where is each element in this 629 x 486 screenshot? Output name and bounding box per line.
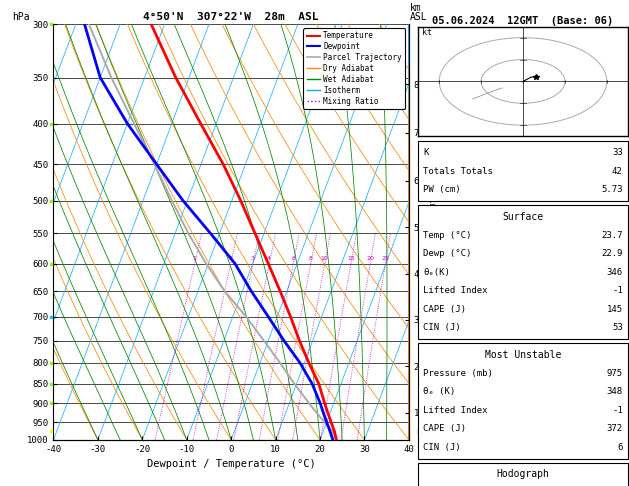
- Text: 20: 20: [366, 256, 374, 261]
- Text: 372: 372: [606, 424, 623, 433]
- Text: CIN (J): CIN (J): [423, 443, 461, 451]
- Text: CAPE (J): CAPE (J): [423, 305, 466, 313]
- Text: 5.73: 5.73: [601, 185, 623, 194]
- Text: 2: 2: [228, 256, 233, 261]
- Text: 4: 4: [267, 256, 271, 261]
- Text: 346: 346: [606, 268, 623, 277]
- Text: km
ASL: km ASL: [410, 3, 428, 22]
- Text: 145: 145: [606, 305, 623, 313]
- Legend: Temperature, Dewpoint, Parcel Trajectory, Dry Adiabat, Wet Adiabat, Isotherm, Mi: Temperature, Dewpoint, Parcel Trajectory…: [303, 28, 405, 109]
- Text: Hodograph: Hodograph: [496, 469, 550, 479]
- Text: LCL: LCL: [416, 428, 431, 437]
- Text: kt: kt: [423, 29, 433, 37]
- Text: 15: 15: [347, 256, 355, 261]
- Text: Totals Totals: Totals Totals: [423, 167, 493, 175]
- Text: 33: 33: [612, 148, 623, 157]
- Text: PW (cm): PW (cm): [423, 185, 461, 194]
- Text: 53: 53: [612, 323, 623, 332]
- Text: 25: 25: [381, 256, 389, 261]
- Text: 8: 8: [309, 256, 313, 261]
- Text: Dewp (°C): Dewp (°C): [423, 249, 472, 258]
- Text: 23.7: 23.7: [601, 231, 623, 240]
- Text: CAPE (J): CAPE (J): [423, 424, 466, 433]
- Text: 975: 975: [606, 369, 623, 378]
- Text: © weatheronline.co.uk: © weatheronline.co.uk: [470, 471, 576, 480]
- Text: 1: 1: [192, 256, 196, 261]
- Text: Lifted Index: Lifted Index: [423, 406, 488, 415]
- Text: 42: 42: [612, 167, 623, 175]
- Text: 22.9: 22.9: [601, 249, 623, 258]
- Text: K: K: [423, 148, 429, 157]
- Text: Most Unstable: Most Unstable: [485, 350, 561, 360]
- X-axis label: Dewpoint / Temperature (°C): Dewpoint / Temperature (°C): [147, 459, 316, 469]
- Text: Surface: Surface: [503, 212, 543, 222]
- Text: 6: 6: [617, 443, 623, 451]
- Text: θₑ (K): θₑ (K): [423, 387, 455, 396]
- Text: 348: 348: [606, 387, 623, 396]
- Text: 10: 10: [321, 256, 328, 261]
- Text: 05.06.2024  12GMT  (Base: 06): 05.06.2024 12GMT (Base: 06): [432, 16, 614, 26]
- Title: 4°50'N  307°22'W  28m  ASL: 4°50'N 307°22'W 28m ASL: [143, 12, 319, 22]
- Text: Temp (°C): Temp (°C): [423, 231, 472, 240]
- Text: 3: 3: [251, 256, 255, 261]
- Text: 6: 6: [291, 256, 295, 261]
- Text: Pressure (mb): Pressure (mb): [423, 369, 493, 378]
- Text: -1: -1: [612, 406, 623, 415]
- Text: hPa: hPa: [13, 12, 30, 22]
- Text: CIN (J): CIN (J): [423, 323, 461, 332]
- Text: Lifted Index: Lifted Index: [423, 286, 488, 295]
- Y-axis label: Mixing Ratio (g/kg): Mixing Ratio (g/kg): [426, 181, 436, 283]
- Text: θₑ(K): θₑ(K): [423, 268, 450, 277]
- Text: -1: -1: [612, 286, 623, 295]
